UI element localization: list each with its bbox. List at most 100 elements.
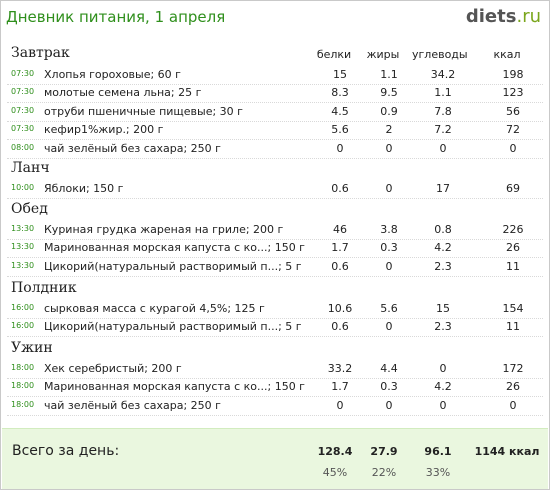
protein-value: 33.2 (327, 362, 353, 375)
fat-value: 2 (385, 123, 393, 137)
food-name: Маринованная морская капуста с ко...; 15… (44, 380, 305, 394)
food-row[interactable]: 07:30 кефир1%жир.; 200 г 5.6 2 7.2 72 (7, 121, 543, 141)
fat-value: 3.8 (380, 223, 398, 236)
carbs-value: 0.8 (434, 223, 452, 236)
total-protein: 128.4 (317, 445, 353, 458)
protein-value: 10.6 (327, 302, 353, 315)
protein-value: 1.7 (331, 241, 349, 255)
kcal-value: 56 (506, 104, 520, 118)
food-name: Хлопья гороховые; 60 г (44, 68, 181, 81)
fat-value: 0.3 (380, 380, 398, 394)
section-label: Ужин (11, 340, 53, 356)
section-label: Завтрак (11, 45, 70, 61)
fat-value: 1.1 (380, 68, 398, 81)
carbs-value: 7.8 (434, 104, 452, 118)
time-label: 07:30 (11, 124, 35, 134)
food-name: молотые семена льна; 25 г (44, 86, 202, 100)
total-kcal: 1144 ккал (474, 445, 540, 458)
protein-percent: 45% (322, 466, 348, 479)
protein-value: 8.3 (331, 86, 349, 100)
food-row[interactable]: 18:00 чай зелёный без сахара; 250 г 0 0 0 0 (7, 397, 543, 416)
section-label: Ланч (11, 160, 50, 176)
fat-value: 0 (385, 398, 393, 412)
column-kcal: ккал (493, 48, 521, 61)
carbs-value: 15 (436, 302, 450, 315)
fat-value: 0 (385, 182, 393, 195)
food-name: Хек серебристый; 200 г (44, 362, 182, 375)
food-name: Маринованная морская капуста с ко...; 15… (44, 241, 305, 255)
kcal-value: 26 (506, 241, 520, 255)
time-label: 13:30 (11, 242, 35, 252)
kcal-value: 226 (502, 223, 524, 236)
carbs-value: 0 (439, 362, 447, 375)
food-row[interactable]: 13:30 Маринованная морская капуста с ко..… (7, 239, 543, 259)
fat-value: 9.5 (380, 86, 398, 100)
column-fat: жиры (366, 48, 400, 61)
protein-value: 46 (333, 223, 347, 236)
time-label: 18:00 (11, 399, 35, 409)
time-label: 18:00 (11, 363, 35, 372)
protein-value: 0 (336, 141, 344, 155)
food-name: Яблоки; 150 г (44, 182, 124, 195)
food-row[interactable]: 18:00 Хек серебристый; 200 г 33.2 4.4 0 172 (7, 360, 543, 379)
food-name: отруби пшеничные пищевые; 30 г (44, 104, 243, 118)
food-row[interactable]: 07:30 Хлопья гороховые; 60 г 15 1.1 34.2 198 (7, 66, 543, 85)
fat-value: 5.6 (380, 302, 398, 315)
total-fat: 27.9 (370, 445, 398, 458)
time-label: 07:30 (11, 105, 35, 115)
fat-value: 0.9 (380, 104, 398, 118)
carbs-percent: 33% (425, 466, 451, 479)
section-label: Обед (11, 201, 48, 217)
kcal-value: 0 (509, 141, 517, 155)
total-label: Всего за день: (12, 443, 120, 459)
carbs-value: 0 (439, 398, 447, 412)
food-row[interactable]: 10:00 Яблоки; 150 г 0.6 0 17 69 (7, 180, 543, 199)
time-label: 08:00 (11, 142, 35, 152)
food-name: Цикорий(натуральный растворимый п...; 5 … (44, 320, 302, 334)
protein-value: 0.6 (331, 320, 349, 334)
time-label: 18:00 (11, 381, 35, 391)
site-logo[interactable]: diets.ru (466, 6, 541, 27)
logo-tld: .ru (516, 6, 541, 27)
food-row[interactable]: 13:30 Цикорий(натуральный растворимый п..… (7, 258, 543, 277)
kcal-value: 11 (506, 320, 520, 334)
food-row[interactable]: 16:00 сырковая масса с курагой 4,5%; 125 … (7, 300, 543, 319)
food-row[interactable]: 13:30 Куриная грудка жареная на гриле; 20… (7, 221, 543, 240)
carbs-value: 4.2 (434, 380, 452, 394)
protein-value: 0.6 (331, 259, 349, 273)
day-total: Всего за день: 128.4 27.9 96.1 1144 ккал… (2, 428, 548, 489)
carbs-value: 7.2 (434, 123, 452, 137)
food-name: чай зелёный без сахара; 250 г (44, 141, 221, 155)
kcal-value: 123 (502, 86, 524, 100)
food-row[interactable]: 18:00 Маринованная морская капуста с ко..… (7, 378, 543, 398)
time-label: 13:30 (11, 260, 35, 270)
food-row[interactable]: 07:30 отруби пшеничные пищевые; 30 г 4.5 0.… (7, 103, 543, 122)
food-row[interactable]: 07:30 молотые семена льна; 25 г 8.3 9.5 1.1 1… (7, 84, 543, 104)
fat-value: 0.3 (380, 241, 398, 255)
total-carbs: 96.1 (424, 445, 452, 458)
kcal-value: 154 (502, 302, 524, 315)
kcal-value: 26 (506, 380, 520, 394)
carbs-value: 2.3 (434, 259, 452, 273)
fat-value: 0 (385, 259, 393, 273)
kcal-value: 72 (506, 123, 520, 137)
protein-value: 0 (336, 398, 344, 412)
time-label: 16:00 (11, 321, 35, 331)
page-title: Дневник питания, 1 апреля (6, 8, 226, 26)
kcal-value: 172 (502, 362, 524, 375)
time-label: 10:00 (11, 183, 35, 192)
time-label: 07:30 (11, 87, 35, 97)
header: Дневник питания, 1 апреля diets.ru (1, 1, 549, 37)
time-label: 16:00 (11, 303, 35, 312)
food-row[interactable]: 16:00 Цикорий(натуральный растворимый п..… (7, 318, 543, 338)
section-label: Полдник (11, 280, 77, 296)
protein-value: 15 (333, 68, 347, 81)
food-row[interactable]: 08:00 чай зелёный без сахара; 250 г 0 0 0 0 (7, 140, 543, 159)
kcal-value: 69 (506, 182, 520, 195)
protein-value: 0.6 (331, 182, 349, 195)
kcal-value: 0 (509, 398, 517, 412)
protein-value: 5.6 (331, 123, 349, 137)
fat-value: 0 (385, 320, 393, 334)
logo-main: diets (465, 6, 517, 27)
